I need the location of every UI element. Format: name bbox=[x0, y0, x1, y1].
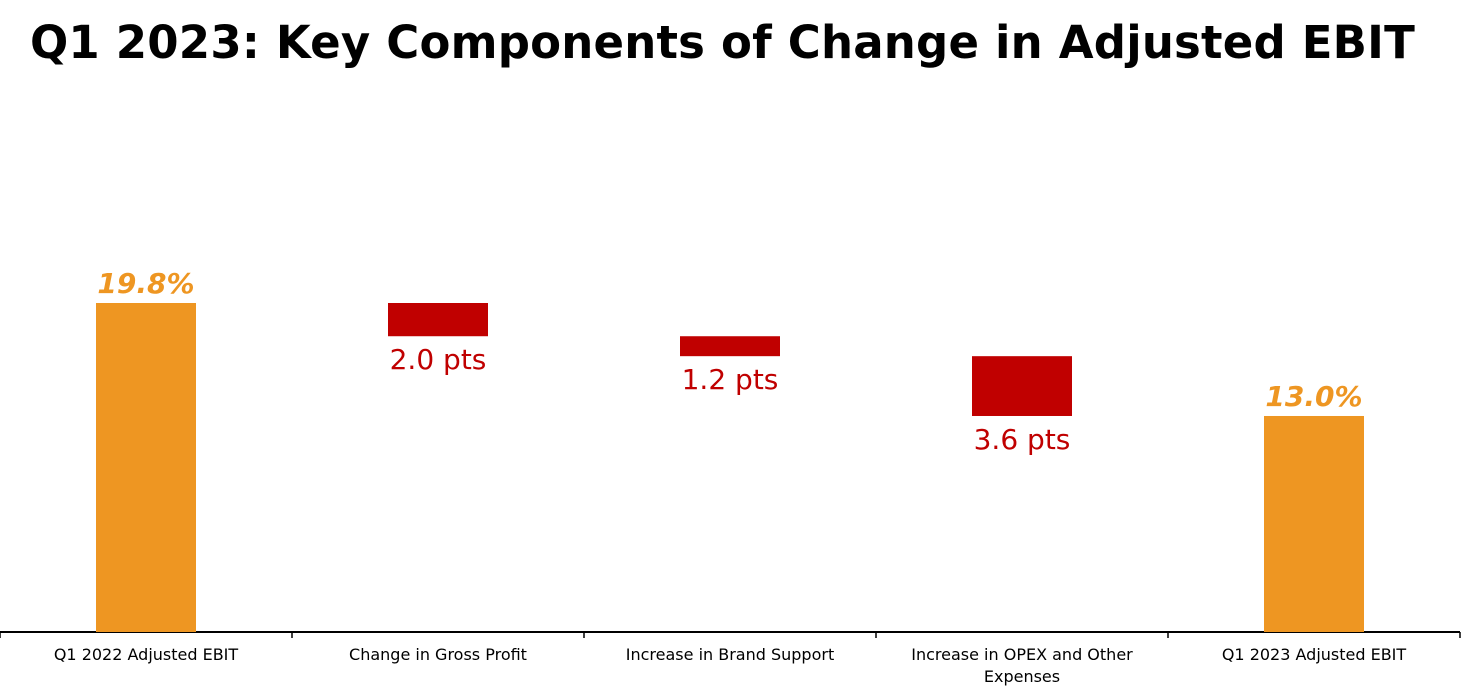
bar-decrease bbox=[680, 336, 780, 357]
data-label: 19.8% bbox=[97, 267, 194, 300]
category-label: Q1 2023 Adjusted EBIT bbox=[1222, 645, 1407, 664]
bar-decrease bbox=[972, 356, 1072, 416]
bar-total bbox=[1264, 415, 1364, 632]
data-label: 13.0% bbox=[1265, 380, 1362, 413]
data-label: 3.6 pts bbox=[974, 423, 1071, 456]
category-label: Expenses bbox=[984, 667, 1060, 686]
bar-total bbox=[96, 303, 196, 632]
category-label: Q1 2022 Adjusted EBIT bbox=[54, 645, 239, 664]
category-label: Change in Gross Profit bbox=[349, 645, 527, 664]
bar-decrease bbox=[388, 303, 488, 337]
data-label: 1.2 pts bbox=[682, 363, 779, 396]
category-label: Increase in Brand Support bbox=[626, 645, 834, 664]
category-label: Increase in OPEX and Other bbox=[911, 645, 1133, 664]
data-label: 2.0 pts bbox=[390, 343, 487, 376]
chart-title: Q1 2023: Key Components of Change in Adj… bbox=[29, 16, 1416, 69]
